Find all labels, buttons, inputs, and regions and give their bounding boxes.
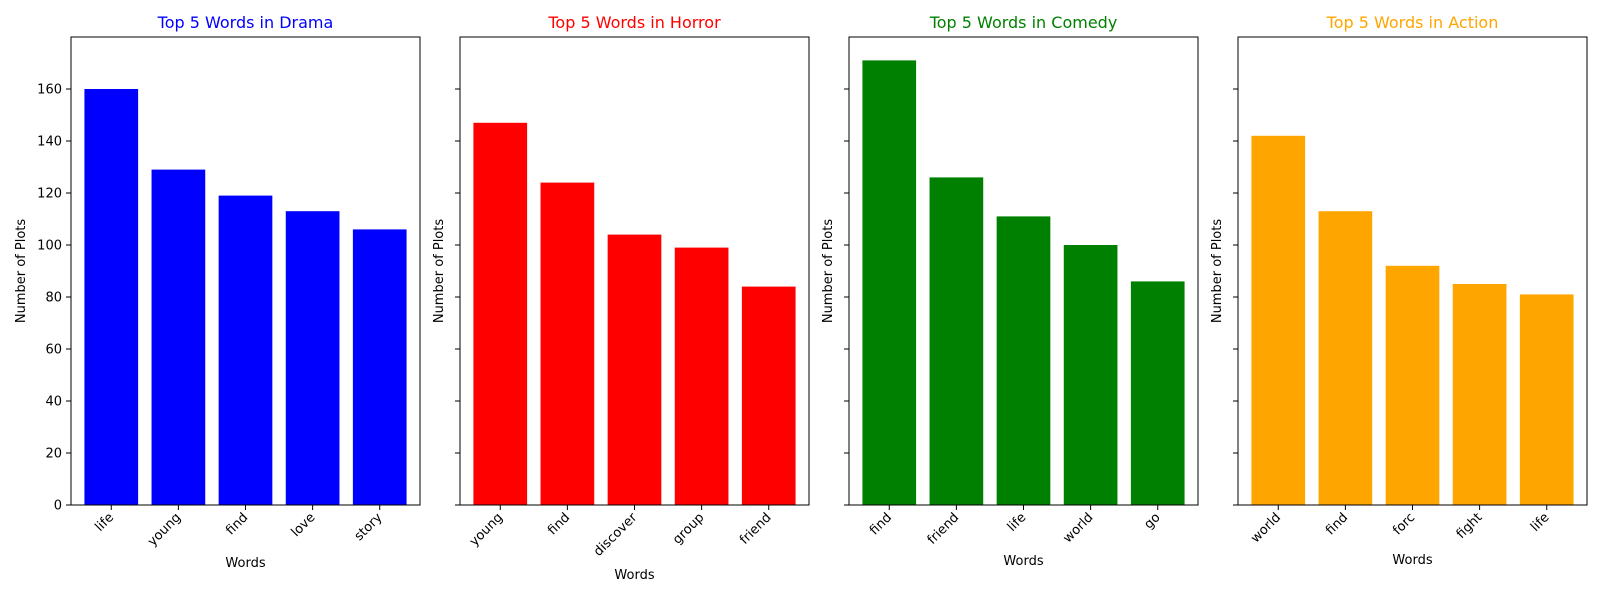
x-tick-label: world bbox=[1061, 510, 1097, 546]
x-axis-label: Words bbox=[225, 556, 265, 571]
bar-group bbox=[674, 247, 729, 505]
bar-fight bbox=[1452, 284, 1507, 505]
bar-find bbox=[1318, 211, 1373, 505]
bar-life bbox=[996, 216, 1051, 505]
x-tick-label: young bbox=[467, 510, 506, 549]
x-tick-label: world bbox=[1248, 510, 1284, 546]
y-tick-label: 120 bbox=[37, 187, 62, 202]
x-tick-label: find bbox=[867, 510, 895, 538]
y-tick-label: 80 bbox=[45, 291, 62, 306]
chart-panel-4: world find forc fight life Top 5 Words in Act… bbox=[1210, 13, 1588, 568]
bar-discover bbox=[607, 234, 662, 505]
y-axis-label: Number of Plots bbox=[821, 219, 836, 324]
x-tick-label: go bbox=[1141, 510, 1163, 532]
x-tick-label: story bbox=[352, 510, 386, 544]
bar-find bbox=[540, 182, 595, 505]
x-tick-label: group bbox=[670, 510, 707, 547]
x-axis-label: Words bbox=[1392, 553, 1432, 568]
bar-world bbox=[1251, 135, 1306, 506]
y-tick-label: 160 bbox=[37, 83, 62, 98]
chart-panel-1: 0 20 40 60 80 100 120 140 160 life young find love st… bbox=[14, 13, 421, 571]
bar-friend bbox=[929, 177, 984, 505]
bar-go bbox=[1130, 281, 1185, 505]
x-tick-label: young bbox=[145, 510, 184, 549]
y-axis-label: Number of Plots bbox=[432, 219, 447, 324]
x-tick-label: find bbox=[545, 510, 573, 538]
y-tick-label: 60 bbox=[45, 343, 62, 358]
chart-title: Top 5 Words in Action bbox=[1326, 13, 1499, 32]
bar-world bbox=[1063, 245, 1118, 505]
x-axis-label: Words bbox=[1003, 554, 1043, 569]
bar-forc bbox=[1385, 265, 1440, 505]
y-axis-label: Number of Plots bbox=[14, 219, 29, 324]
x-axis-label: Words bbox=[614, 568, 654, 583]
y-axis-label: Number of Plots bbox=[1210, 219, 1225, 324]
bar-friend bbox=[741, 286, 796, 505]
bar-love bbox=[285, 211, 340, 505]
x-tick-label: find bbox=[1323, 510, 1351, 538]
chart-title: Top 5 Words in Comedy bbox=[929, 13, 1118, 32]
y-tick-label: 0 bbox=[54, 499, 62, 514]
x-tick-label: find bbox=[223, 510, 251, 538]
bar-find bbox=[218, 195, 273, 505]
y-tick-label: 140 bbox=[37, 135, 62, 150]
bar-life bbox=[1519, 294, 1574, 505]
bar-find bbox=[862, 60, 917, 506]
chart-panel-2: young find discover group friend Top 5 Words … bbox=[432, 13, 810, 583]
bar-young bbox=[151, 169, 206, 505]
x-tick-label: forc bbox=[1390, 510, 1418, 538]
chart-title: Top 5 Words in Drama bbox=[157, 13, 334, 32]
y-tick-label: 20 bbox=[45, 447, 62, 462]
y-tick-label: 100 bbox=[37, 239, 62, 254]
x-tick-label: life bbox=[92, 510, 117, 535]
bar-life bbox=[84, 89, 139, 505]
chart-panel-3: find friend life world go Top 5 Words in Come… bbox=[821, 13, 1199, 569]
bar-story bbox=[352, 229, 407, 505]
x-tick-label: fight bbox=[1454, 510, 1486, 542]
y-tick-label: 40 bbox=[45, 395, 62, 410]
x-tick-label: life bbox=[1005, 510, 1030, 535]
x-tick-label: friend bbox=[925, 510, 962, 547]
x-tick-label: friend bbox=[737, 510, 774, 547]
bar-young bbox=[473, 122, 528, 506]
x-tick-label: life bbox=[1528, 510, 1553, 535]
x-tick-label: discover bbox=[591, 510, 641, 560]
x-tick-label: love bbox=[289, 510, 319, 540]
chart-title: Top 5 Words in Horror bbox=[547, 13, 721, 32]
